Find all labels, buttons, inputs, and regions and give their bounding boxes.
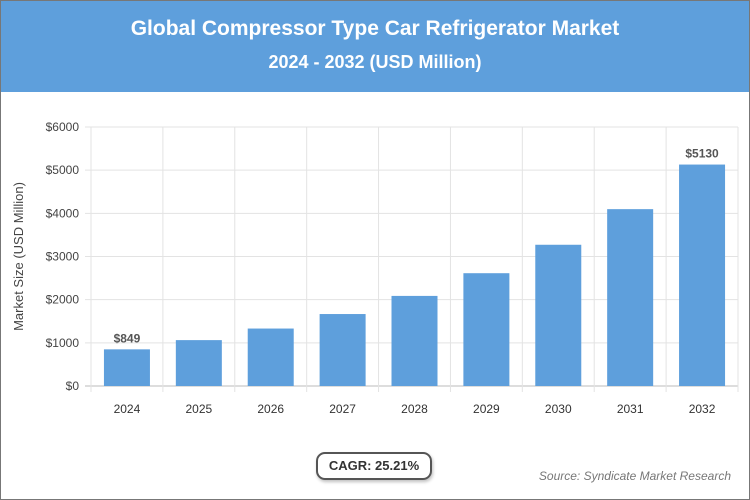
data-label: $849 (114, 331, 141, 345)
y-tick-label: $2000 (46, 293, 80, 307)
y-tick-label: $6000 (46, 120, 80, 134)
x-tick-label: 2030 (545, 402, 572, 416)
chart-title: Global Compressor Type Car Refrigerator … (130, 17, 620, 40)
source-note: Source: Syndicate Market Research (538, 469, 731, 483)
y-tick-label: $0 (66, 379, 80, 393)
x-tick-label: 2029 (473, 402, 500, 416)
x-tick-label: 2027 (329, 402, 356, 416)
y-axis-label: Market Size (USD Million) (11, 182, 26, 331)
y-tick-label: $1000 (46, 336, 80, 350)
data-label: $5130 (685, 147, 719, 161)
x-tick-label: 2032 (689, 402, 716, 416)
bar-2030 (535, 244, 582, 386)
x-tick-label: 2031 (617, 402, 644, 416)
bar-2024 (103, 349, 150, 386)
bar-2031 (607, 209, 654, 386)
x-tick-label: 2028 (401, 402, 428, 416)
bar-2026 (247, 328, 294, 386)
chart-header: Global Compressor Type Car Refrigerator … (1, 1, 749, 92)
x-tick-label: 2024 (114, 402, 141, 416)
bar-2028 (391, 295, 438, 386)
cagr-badge: CAGR: 25.21% (316, 452, 432, 480)
bar-2027 (319, 314, 366, 386)
y-tick-label: $3000 (46, 250, 80, 264)
bar-2032 (679, 164, 726, 386)
bar-2029 (463, 273, 510, 386)
y-tick-label: $4000 (46, 206, 80, 220)
chart-subtitle: 2024 - 2032 (USD Million) (268, 52, 482, 72)
x-tick-label: 2026 (257, 402, 284, 416)
x-tick-label: 2025 (185, 402, 212, 416)
y-tick-label: $5000 (46, 163, 80, 177)
bar-2025 (175, 340, 222, 386)
